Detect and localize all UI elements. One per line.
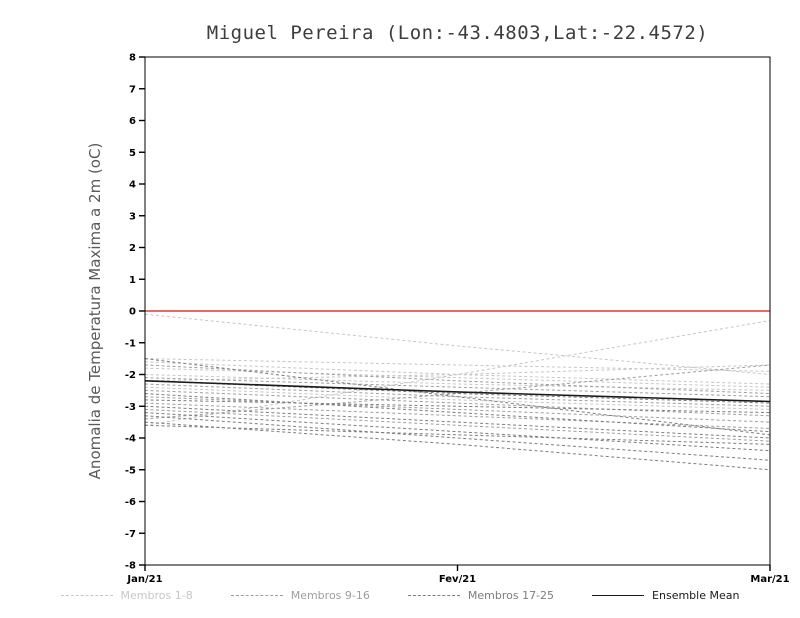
svg-text:-6: -6 [125,497,136,508]
svg-text:-1: -1 [125,338,136,349]
svg-text:6: 6 [129,116,136,127]
legend-label: Membros 9-16 [290,588,370,602]
legend-swatch [407,594,460,596]
svg-text:3: 3 [129,211,136,222]
legend-item-membros-17-25: Membros 17-25 [407,588,555,602]
svg-text:Jan/21: Jan/21 [126,574,162,585]
svg-text:-3: -3 [125,402,136,413]
svg-text:Mar/21: Mar/21 [750,574,789,585]
svg-text:-8: -8 [125,561,136,572]
svg-text:-5: -5 [125,465,136,476]
svg-text:2: 2 [129,243,136,254]
legend-item-membros-1-8: Membros 1-8 [60,588,193,602]
svg-text:4: 4 [129,180,136,191]
legend-label: Ensemble Mean [652,588,740,602]
legend-label: Membros 1-8 [120,588,193,602]
svg-text:-7: -7 [125,529,136,540]
legend-swatch [592,594,645,596]
svg-text:-2: -2 [125,370,136,381]
legend: Membros 1-8 Membros 9-16 Membros 17-25 E… [0,584,800,606]
svg-text:7: 7 [129,84,136,95]
legend-swatch [230,594,283,596]
svg-text:0: 0 [129,307,136,318]
legend-label: Membros 17-25 [467,588,555,602]
legend-item-ensemble-mean: Ensemble Mean [592,589,739,602]
svg-text:8: 8 [129,53,136,64]
legend-item-membros-9-16: Membros 9-16 [230,588,370,602]
legend-swatch [60,594,113,596]
svg-text:Fev/21: Fev/21 [439,574,476,585]
svg-text:-4: -4 [125,434,136,445]
svg-text:1: 1 [129,275,136,286]
chart-title: Miguel Pereira (Lon:-43.4803,Lat:-22.457… [206,22,709,44]
svg-text:5: 5 [129,148,136,159]
